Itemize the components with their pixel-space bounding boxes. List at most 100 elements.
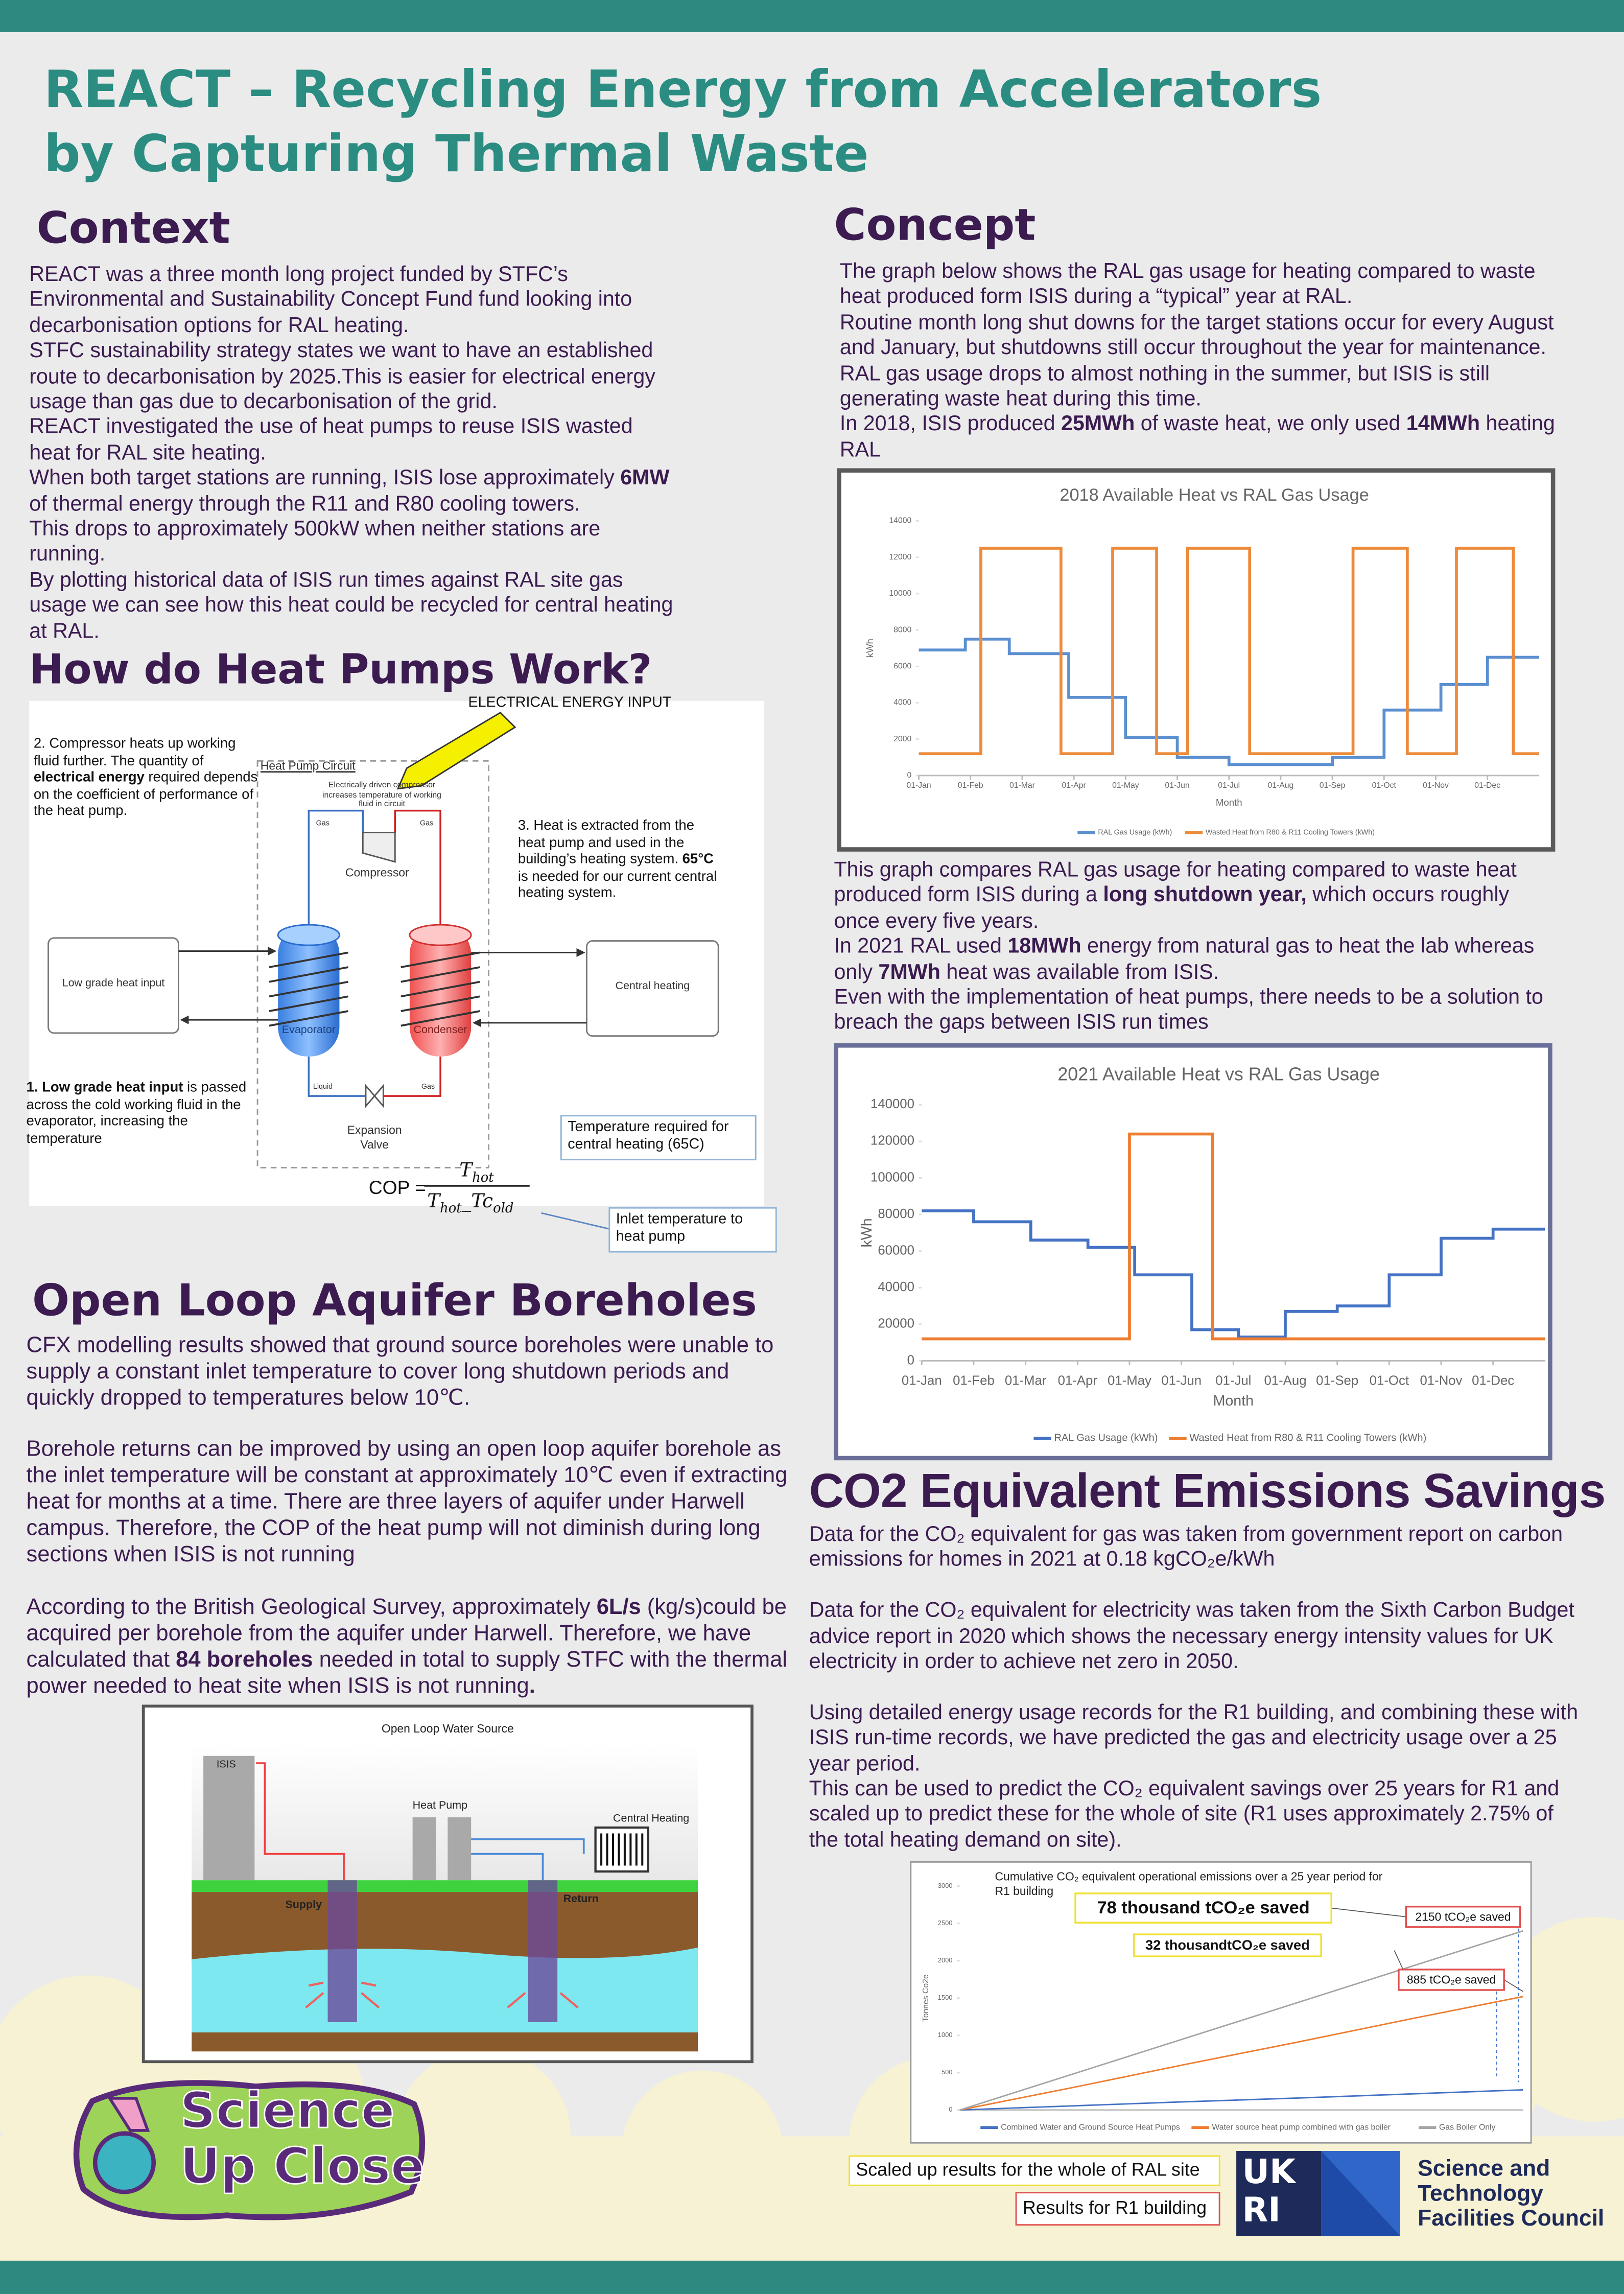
context-text: REACT was a three month long project fun… [29,264,676,646]
annotation-box [1405,1906,1521,1928]
y-tick-label: 500 [942,2068,952,2076]
text-run: In 2021 RAL used [834,935,1008,959]
paragraph: Data for the CO₂ equivalent for gas was … [809,1523,1563,1573]
co2-text: Data for the CO₂ equivalent for gas was … [809,1523,1582,1854]
y-tick-label: 2000 [893,735,911,743]
paragraph: STFC sustainability strategy states we w… [29,340,655,414]
x-tick-label: 01-Jun [1165,781,1189,790]
chart-frame: 2018 Available Heat vs RAL Gas Usage 0 200… [837,468,1556,852]
science-up-close-logo: Science Up Close [66,2072,432,2227]
x-tick-label: 01-Jul [1215,1373,1251,1388]
y-tick-label: 140000 [870,1097,914,1111]
logo-shape [1236,2151,1400,2236]
diagram-label: Heat Pump Circuit [260,759,356,773]
text-run: (kg/s)could be acquired per borehole fro… [26,1595,787,1672]
diagram-label: Heat Pump [412,1798,468,1812]
paragraph: RAL gas usage drops to almost nothing in… [839,362,1490,411]
logo-text: Up Close [179,2138,425,2196]
y-tick-label: 4000 [893,698,911,707]
text-run: heating RAL [839,413,1555,462]
legend-label: RAL Gas Usage (kWh) [1098,828,1172,836]
x-tick-label: 01-Mar [1009,781,1035,790]
x-tick-label: 01-May [1112,781,1139,790]
paragraph: REACT investigated the use of heat pumps… [29,416,633,465]
text-run: This graph compares RAL gas usage for he… [834,859,1517,908]
paragraph: Even with the implementation of heat pum… [834,986,1543,1036]
text-run: In 2018, ISIS produced [839,413,1061,437]
logo-shape [73,2080,426,2220]
y-tick-label: 12000 [889,553,911,561]
paragraph: This drops to approximately 500kW when n… [29,518,601,567]
logo-text: Science [179,2082,395,2141]
y-tick-label: 2500 [938,1919,953,1927]
chart-title: 2018 Available Heat vs RAL Gas Usage [1060,485,1369,505]
bold-text: 6L/s [596,1595,641,1620]
text-run: is needed for our current central heatin… [517,869,717,902]
annotation-box [1133,1933,1322,1957]
paragraph: By plotting historical data of ISIS run … [29,569,673,644]
paragraph: In 2021 RAL used 18MWh energy from natur… [834,935,1560,987]
stfc-logo: UK RI Science and Technology Facilities … [1236,2148,1604,2239]
series-line [959,1930,1523,2111]
y-tick-label: 6000 [893,662,911,670]
y-axis-label: kWh [859,1218,875,1247]
diagram-label: Gas [419,819,434,829]
section-heading: How do Heat Pumps Work? [29,645,652,694]
x-tick-label: 01-Feb [953,1373,995,1388]
diagram-label: ISIS [216,1760,236,1771]
paragraph: According to the British Geological Surv… [27,1595,802,1700]
section-heading: Open Loop Aquifer Boreholes [32,1276,757,1327]
note-box: Temperature required for central heating… [560,1115,757,1161]
chart-title: Cumulative CO₂ equivalent operational em… [995,1870,1382,1898]
text-run: needed in total to supply STFC with the … [26,1647,787,1699]
x-tick-label: 01-Sep [1320,781,1346,790]
fraction-bar [424,1185,530,1187]
y-axis-label: kWh [864,639,875,658]
y-tick-label: 80000 [878,1207,914,1221]
logo-text: UK [1242,2153,1296,2192]
formula-part: hot [472,1171,494,1186]
x-tick-label: 01-Aug [1264,1373,1306,1388]
annotation-box [1398,1969,1505,1991]
text-run: According to the British Geological Surv… [26,1595,597,1620]
section-heading: Concept [834,200,1036,252]
x-tick-label: 01-Feb [958,781,983,790]
diagram-shapes [48,711,719,1168]
step-note: 3. Heat is extracted from the heat pump … [518,818,723,903]
legend-label: Wasted Heat from R80 & R11 Cooling Tower… [1189,1433,1426,1444]
x-tick-label: 01-Oct [1370,1373,1409,1388]
x-tick-label: 01-Jul [1218,781,1240,790]
bold-text: 7MWh [878,961,940,985]
bottom-bar [0,2260,1624,2294]
annotation: 2150 tCO₂e saved [1415,1910,1511,1923]
step-note: 2. Compressor heats up working fluid fur… [34,736,261,821]
chart-frame: Cumulative CO₂ equivalent operational em… [910,1861,1532,2144]
annotation: 32 thousandtCO₂e saved [1145,1937,1310,1953]
paragraph: REACT was a three month long project fun… [29,263,632,338]
x-tick-label: 01-Nov [1420,1373,1462,1388]
legend-box: Results for R1 building [1015,2192,1220,2226]
annotation-box [1074,1892,1332,1924]
paragraph: Data for the CO₂ equivalent for electric… [809,1599,1574,1674]
x-tick-label: 01-Dec [1472,1373,1514,1388]
diagram-label: Supply [285,1898,322,1911]
legend-label: Water source heat pump combined with gas… [1212,2123,1391,2132]
x-tick-label: 01-Jan [902,1373,942,1388]
paragraph: Using detailed energy usage records for … [809,1701,1579,1776]
x-tick-label: 01-Sep [1316,1373,1358,1388]
series-line [959,1996,1523,2111]
bold-text: 6MW [620,467,670,491]
x-axis-label: Month [1216,797,1242,808]
step-note: 1. Low grade heat input is passed across… [27,1080,261,1148]
chart-frame: 2021 Available Heat vs RAL Gas Usage 0 200… [834,1043,1552,1461]
concept-text: This graph compares RAL gas usage for he… [834,859,1560,1037]
formula-part: Tc [471,1191,493,1213]
note-box: Inlet temperature to heat pump [608,1207,777,1253]
paragraph: This can be used to predict the CO₂ equi… [809,1777,1560,1853]
section-heading: Context [36,203,230,255]
y-tick-label: 0 [907,1353,914,1367]
note-pointer [541,1212,610,1230]
x-tick-label: 01-May [1108,1373,1151,1388]
diagram-label: Gas [421,1083,435,1092]
legend-label: RAL Gas Usage (kWh) [1054,1433,1158,1444]
